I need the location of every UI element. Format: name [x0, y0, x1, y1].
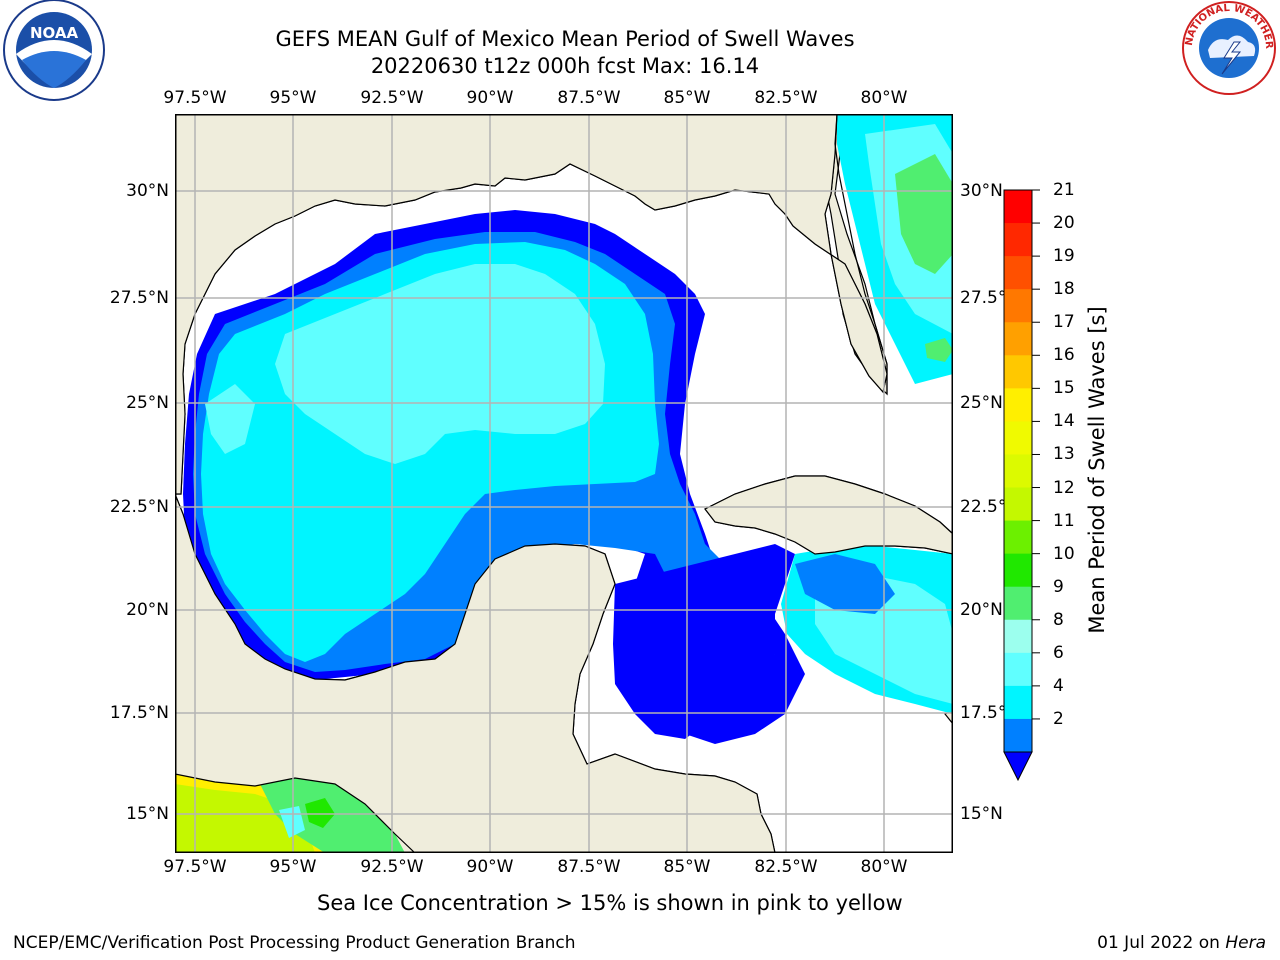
swell-band-pale-cyan — [275, 264, 605, 464]
mexico-coast-outline — [175, 493, 776, 853]
colorbar-swatch — [1004, 256, 1032, 290]
colorbar-swatch — [1004, 289, 1032, 323]
lon-label-top: 82.5°W — [754, 88, 818, 108]
footer-branch: NCEP/EMC/Verification Post Processing Pr… — [13, 933, 576, 953]
colorbar-tick-label: 17 — [1053, 312, 1075, 333]
lon-label-top: 92.5°W — [360, 88, 424, 108]
colorbar-tick-label: 16 — [1053, 345, 1075, 366]
colorbar-swatch — [1004, 454, 1032, 489]
colorbar-tick-label: 21 — [1053, 180, 1075, 200]
florida-atlantic-coast — [834, 114, 888, 394]
map-border — [175, 114, 953, 853]
pacific-yellow-green — [175, 784, 315, 853]
lat-label-left: 25°N — [126, 393, 169, 413]
lat-label-right: 25°N — [960, 393, 1003, 413]
colorbar-swatch — [1004, 487, 1032, 522]
colorbar-swatch — [1004, 355, 1032, 389]
lon-label-top: 90°W — [466, 88, 514, 108]
swell-band-pale-cyan — [205, 384, 255, 454]
colorbar-tick-label: 18 — [1053, 279, 1075, 300]
colorbar-border — [1003, 189, 1033, 753]
colorbar-swatch — [1004, 520, 1032, 555]
lat-label-left: 17.5°N — [109, 703, 169, 723]
colorbar-swatch — [1004, 190, 1032, 224]
colorbar — [1003, 189, 1040, 782]
lon-label-top: 80°W — [860, 88, 908, 108]
colorbar-swatch — [1004, 685, 1032, 720]
colorbar-extend-arrow — [1003, 751, 1033, 782]
atlantic-green — [925, 338, 953, 362]
colorbar-tick-label: 11 — [1053, 510, 1075, 531]
noaa-logo: NOAA — [3, 0, 105, 101]
colorbar-tick-label: 14 — [1053, 411, 1075, 432]
lat-label-left: 20°N — [126, 600, 169, 620]
map-title: GEFS MEAN Gulf of Mexico Mean Period of … — [275, 27, 855, 51]
colorbar-swatch — [1004, 718, 1032, 753]
lon-label-bottom: 85°W — [663, 857, 711, 877]
lon-label-top: 97.5°W — [163, 88, 227, 108]
map-subtitle: 20220630 t12z 000h fcst Max: 16.14 — [370, 54, 760, 78]
colorbar-tick-label: 8 — [1053, 609, 1064, 630]
colorbar-tick-label: 6 — [1053, 642, 1064, 663]
colorbar-swatch — [1004, 652, 1032, 687]
lat-label-left: 27.5°N — [109, 288, 169, 308]
lat-label-left: 15°N — [126, 804, 169, 824]
lat-label-left: 22.5°N — [109, 497, 169, 517]
colorbar-swatch — [1004, 421, 1032, 455]
coastline-layer — [175, 114, 953, 853]
colorbar-tick-label: 2 — [1053, 708, 1064, 729]
lon-label-top: 85°W — [663, 88, 711, 108]
colorbar-tick-label: 12 — [1053, 477, 1075, 498]
lon-label-bottom: 90°W — [466, 857, 514, 877]
colorbar-tick-label: 4 — [1053, 675, 1064, 696]
colorbar-swatches — [1004, 190, 1032, 753]
nws-logo: NATIONAL WEATHER SERVICE — [1178, 0, 1276, 95]
colorbar-label: Mean Period of Swell Waves [s] — [1085, 306, 1109, 634]
colorbar-tick-label: 15 — [1053, 378, 1075, 399]
lat-label-left: 30°N — [126, 181, 169, 201]
atlantic-green — [895, 154, 953, 274]
lon-label-top: 95°W — [269, 88, 317, 108]
footer-date: 01 Jul 2022 on Hera — [1097, 933, 1266, 953]
lon-label-bottom: 80°W — [860, 857, 908, 877]
colorbar-swatch — [1004, 586, 1032, 621]
graticule — [175, 114, 953, 853]
lon-label-bottom: 87.5°W — [557, 857, 621, 877]
colorbar-ticks — [1032, 189, 1040, 720]
colorbar-swatch — [1004, 553, 1032, 588]
lat-label-right: 20°N — [960, 600, 1003, 620]
lon-label-bottom: 95°W — [269, 857, 317, 877]
svg-text:NOAA: NOAA — [30, 24, 79, 42]
pacific-green-bright — [305, 798, 335, 828]
footer-date-text: 01 Jul 2022 on — [1097, 933, 1226, 953]
colorbar-tick-label: 19 — [1053, 246, 1075, 267]
colorbar-tick-label: 20 — [1053, 213, 1075, 234]
lat-label-right: 15°N — [960, 804, 1003, 824]
caribbean-blue-patch — [795, 554, 895, 614]
colorbar-tick-label: 9 — [1053, 576, 1064, 597]
lon-label-top: 87.5°W — [557, 88, 621, 108]
sea-ice-footnote: Sea Ice Concentration > 15% is shown in … — [317, 891, 903, 915]
caribbean-dark-blue — [613, 544, 795, 739]
lon-label-bottom: 92.5°W — [360, 857, 424, 877]
colorbar-swatch — [1004, 322, 1032, 356]
swell-period-map — [175, 114, 953, 853]
lat-label-right: 30°N — [960, 181, 1003, 201]
lon-label-bottom: 97.5°W — [163, 857, 227, 877]
colorbar-swatch — [1004, 223, 1032, 257]
cuba-coast-outline — [704, 475, 953, 555]
colorbar-swatch — [1004, 388, 1032, 422]
colorbar-tick-label: 10 — [1053, 543, 1075, 564]
footer-host: Hera — [1225, 933, 1266, 953]
colorbar-tick-label: 13 — [1053, 444, 1075, 465]
lon-label-bottom: 82.5°W — [754, 857, 818, 877]
colorbar-swatch — [1004, 619, 1032, 654]
